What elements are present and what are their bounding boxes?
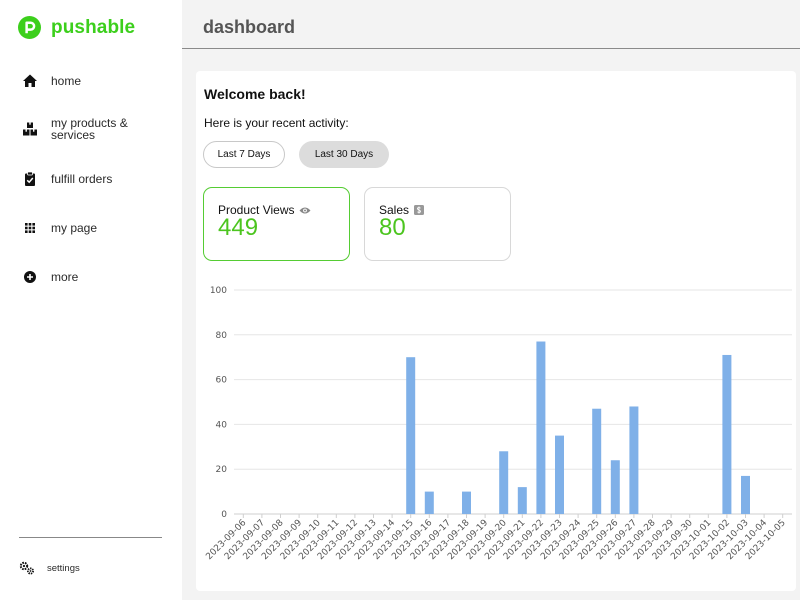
sidebar-item-label: my page (51, 221, 98, 235)
bar (424, 491, 434, 514)
bar (555, 435, 564, 514)
brand[interactable]: pushable (18, 16, 135, 39)
brand-name: pushable (51, 16, 136, 38)
grid-icon (25, 223, 35, 233)
bar (722, 354, 732, 514)
range-label: Last 7 Days (217, 149, 271, 160)
bar (499, 451, 509, 514)
bar (406, 357, 416, 514)
y-tick-label: 0 (221, 510, 227, 520)
eye-icon (299, 207, 311, 213)
sales-value: 80 (379, 214, 406, 241)
settings-link[interactable]: settings (19, 561, 80, 575)
sidebar-item-label: home (51, 74, 82, 88)
y-tick-label: 60 (216, 376, 228, 386)
sidebar-item-home[interactable]: home (22, 73, 172, 89)
home-icon (23, 74, 37, 87)
clipboard-check-icon (25, 171, 35, 186)
range-last-30-days-button[interactable]: Last 30 Days (299, 141, 389, 168)
sidebar-item-label: my products & services (51, 116, 128, 142)
product-views-card[interactable]: Product Views 449 (203, 187, 350, 261)
bar (629, 406, 639, 514)
y-tick-label: 100 (210, 286, 227, 296)
sidebar-item-label: more (51, 270, 79, 284)
stat-label: Sales (379, 203, 410, 217)
sidebar-item-products[interactable]: my products & services (22, 117, 172, 141)
boxes-icon (23, 122, 37, 136)
sidebar-divider (19, 537, 162, 538)
bar (592, 408, 602, 514)
stat-label: Product Views (218, 203, 295, 217)
y-tick-label: 40 (216, 420, 228, 430)
plus-circle-icon (24, 271, 36, 283)
bar (741, 475, 750, 514)
dollar-icon (414, 205, 425, 215)
sidebar-item-my-page[interactable]: my page (22, 220, 172, 236)
sidebar-item-more[interactable]: more (22, 269, 172, 285)
range-last-7-days-button[interactable]: Last 7 Days (203, 141, 285, 168)
gears-icon (19, 561, 34, 575)
sidebar: pushable home my products & services ful… (0, 0, 182, 600)
sidebar-item-fulfill-orders[interactable]: fulfill orders (22, 171, 172, 187)
bar (610, 460, 620, 514)
pushable-logo-icon (18, 16, 41, 39)
welcome-heading: Welcome back! (204, 86, 306, 102)
header: dashboard (182, 0, 800, 49)
y-tick-label: 80 (216, 331, 228, 341)
page-title: dashboard (203, 17, 296, 37)
y-tick-label: 20 (216, 465, 228, 475)
bar (536, 341, 546, 514)
sidebar-item-label: fulfill orders (51, 172, 113, 186)
sales-card[interactable]: Sales 80 (364, 187, 511, 261)
activity-card: Welcome back! Here is your recent activi… (196, 71, 796, 591)
bar (517, 487, 527, 514)
settings-label: settings (47, 562, 80, 574)
activity-subtitle: Here is your recent activity: (204, 116, 349, 130)
bar (462, 491, 471, 514)
product-views-value: 449 (218, 214, 259, 241)
activity-bar-chart: 0204060801002023-09-062023-09-072023-09-… (204, 286, 792, 562)
range-label: Last 30 Days (314, 149, 374, 160)
